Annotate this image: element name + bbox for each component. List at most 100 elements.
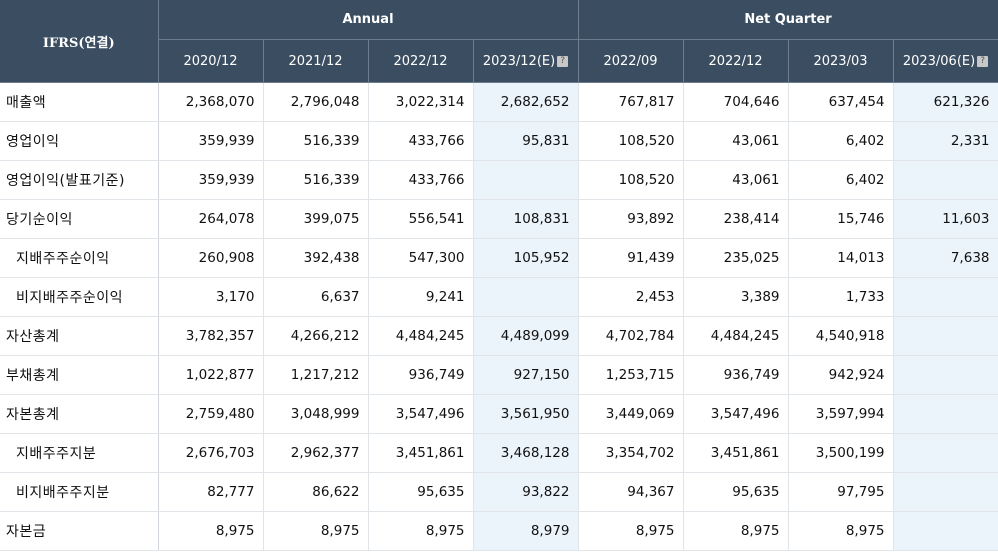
value-cell: 4,540,918 [788, 316, 894, 356]
value-cell [473, 277, 579, 317]
value-cell: 3,547,496 [683, 394, 789, 434]
period-label: 2020/12 [183, 53, 238, 69]
value-cell: 235,025 [683, 238, 789, 278]
value-cell: 2,796,048 [263, 82, 369, 122]
value-cell: 6,402 [788, 121, 894, 161]
estimate-help-icon[interactable]: ? [977, 55, 989, 67]
value-cell: 8,975 [368, 511, 474, 551]
value-cell [893, 277, 998, 317]
value-cell: 4,489,099 [473, 316, 579, 356]
value-cell: 3,170 [158, 277, 264, 317]
period-header: 2022/12 [368, 39, 474, 83]
value-cell: 8,975 [683, 511, 789, 551]
estimate-help-icon[interactable]: ? [557, 55, 569, 67]
value-cell: 6,637 [263, 277, 369, 317]
period-label: 2022/12 [393, 53, 448, 69]
value-cell: 108,831 [473, 199, 579, 239]
value-cell: 2,962,377 [263, 433, 369, 473]
value-cell: 238,414 [683, 199, 789, 239]
period-header: 2023/12(E)? [473, 39, 579, 83]
value-cell: 3,389 [683, 277, 789, 317]
value-cell: 43,061 [683, 121, 789, 161]
value-cell [893, 355, 998, 395]
value-cell: 1,253,715 [578, 355, 684, 395]
value-cell: 942,924 [788, 355, 894, 395]
row-label: 자본금 [0, 511, 159, 551]
value-cell: 8,975 [158, 511, 264, 551]
value-cell [893, 472, 998, 512]
value-cell [473, 160, 579, 200]
value-cell: 14,013 [788, 238, 894, 278]
corner-label: IFRS(연결) [0, 0, 159, 83]
row-label: 지배주주순이익 [0, 238, 159, 278]
value-cell: 359,939 [158, 160, 264, 200]
table-row: 영업이익(발표기준) 359,939 516,339 433,766 108,520 43… [0, 160, 998, 200]
period-header: 2023/06(E)? [893, 39, 998, 83]
row-label: 당기순이익 [0, 199, 159, 239]
value-cell: 1,217,212 [263, 355, 369, 395]
value-cell: 95,635 [368, 472, 474, 512]
value-cell: 2,331 [893, 121, 998, 161]
value-cell: 556,541 [368, 199, 474, 239]
value-cell: 2,368,070 [158, 82, 264, 122]
value-cell: 3,451,861 [368, 433, 474, 473]
period-label: 2023/12(E) [482, 53, 556, 69]
row-label: 부채총계 [0, 355, 159, 395]
value-cell: 260,908 [158, 238, 264, 278]
table-row: 지배주주지분 2,676,703 2,962,377 3,451,861 3,468,1… [0, 433, 998, 473]
value-cell: 399,075 [263, 199, 369, 239]
row-label: 비지배주주순이익 [0, 277, 159, 317]
value-cell: 3,547,496 [368, 394, 474, 434]
value-cell: 3,500,199 [788, 433, 894, 473]
value-cell: 8,975 [788, 511, 894, 551]
table-body: 매출액 2,368,070 2,796,048 3,022,314 2,682,652 7… [0, 82, 998, 551]
table-row: 영업이익 359,939 516,339 433,766 95,831 108,520 43… [0, 121, 998, 161]
value-cell: 108,520 [578, 121, 684, 161]
value-cell: 3,354,702 [578, 433, 684, 473]
value-cell: 637,454 [788, 82, 894, 122]
value-cell: 3,449,069 [578, 394, 684, 434]
value-cell: 2,453 [578, 277, 684, 317]
period-label: 2022/09 [603, 53, 658, 69]
table-row: 당기순이익 264,078 399,075 556,541 108,831 93,892 2… [0, 199, 998, 239]
value-cell: 3,561,950 [473, 394, 579, 434]
value-cell: 3,468,128 [473, 433, 579, 473]
period-header: 2021/12 [263, 39, 369, 83]
value-cell: 93,892 [578, 199, 684, 239]
value-cell: 1,022,877 [158, 355, 264, 395]
value-cell: 704,646 [683, 82, 789, 122]
value-cell: 91,439 [578, 238, 684, 278]
period-label: 2021/12 [288, 53, 343, 69]
value-cell: 1,733 [788, 277, 894, 317]
row-label: 자산총계 [0, 316, 159, 356]
period-group-header: Net Quarter [578, 0, 998, 40]
period-header: 2020/12 [158, 39, 264, 83]
value-cell [893, 160, 998, 200]
table-row: 비지배주주순이익 3,170 6,637 9,241 2,453 3,389 1,733 [0, 277, 998, 317]
value-cell: 927,150 [473, 355, 579, 395]
value-cell: 93,822 [473, 472, 579, 512]
value-cell: 9,241 [368, 277, 474, 317]
period-row: 2020/12 2021/12 2022/12 2023/12(E)? 2022/09 2… [0, 39, 998, 83]
value-cell: 11,603 [893, 199, 998, 239]
period-label: 2022/12 [708, 53, 763, 69]
value-cell: 516,339 [263, 160, 369, 200]
value-cell: 2,682,652 [473, 82, 579, 122]
value-cell: 516,339 [263, 121, 369, 161]
value-cell: 3,597,994 [788, 394, 894, 434]
period-header: 2022/09 [578, 39, 684, 83]
row-label: 비지배주주지분 [0, 472, 159, 512]
value-cell: 547,300 [368, 238, 474, 278]
value-cell: 621,326 [893, 82, 998, 122]
value-cell: 3,048,999 [263, 394, 369, 434]
value-cell: 8,979 [473, 511, 579, 551]
row-label: 영업이익 [0, 121, 159, 161]
value-cell: 433,766 [368, 160, 474, 200]
value-cell: 2,759,480 [158, 394, 264, 434]
period-header: 2023/03 [788, 39, 894, 83]
value-cell: 105,952 [473, 238, 579, 278]
value-cell: 95,831 [473, 121, 579, 161]
value-cell: 433,766 [368, 121, 474, 161]
value-cell: 108,520 [578, 160, 684, 200]
